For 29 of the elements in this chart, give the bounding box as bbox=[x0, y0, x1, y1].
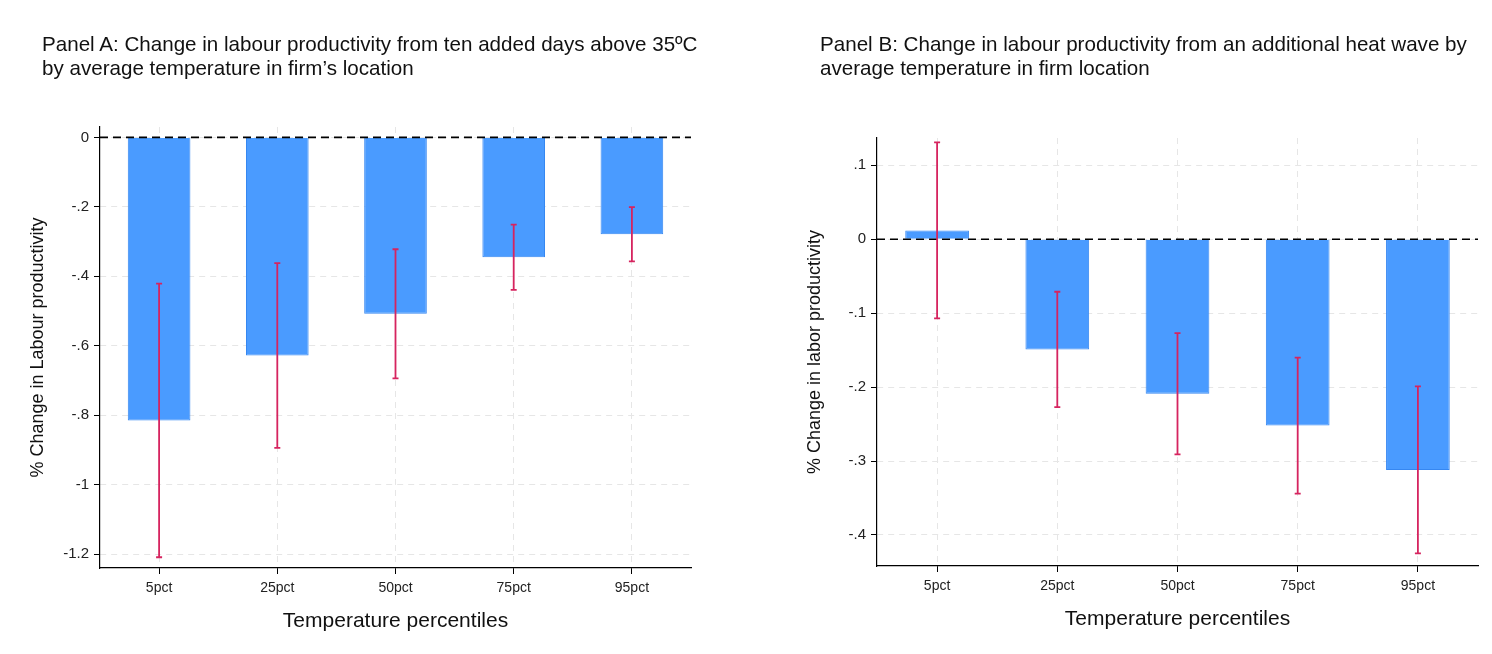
y-tick-label: .1 bbox=[853, 155, 866, 173]
y-tick-label: -.1 bbox=[848, 303, 866, 321]
x-axis-title: Temperature percentiles bbox=[1064, 606, 1291, 630]
y-axis-title: % Change in Labour productivity bbox=[26, 217, 47, 478]
y-tick-label: -.3 bbox=[848, 451, 866, 469]
y-tick-label: -.6 bbox=[71, 335, 89, 353]
x-tick-label: 75pct bbox=[1280, 577, 1315, 594]
x-tick-label: 25pct bbox=[1040, 577, 1075, 594]
x-tick-label: 50pct bbox=[1160, 577, 1195, 594]
chart-title: Panel A: Change in labour productivity from ten added days above 35ºC by average temperature in firm’s location bbox=[42, 32, 699, 80]
y-tick-label: -.8 bbox=[71, 405, 89, 423]
y-tick-label: -.2 bbox=[71, 197, 89, 215]
y-tick-label: -1 bbox=[75, 474, 89, 492]
x-tick-label: 50pct bbox=[378, 579, 413, 596]
x-axis-title: Temperature percentiles bbox=[282, 608, 509, 632]
y-axis-title: % Change in labor productivity bbox=[803, 229, 824, 475]
x-tick-label: 5pct bbox=[145, 579, 173, 596]
y-tick-label: -.4 bbox=[848, 525, 866, 543]
x-tick-label: 25pct bbox=[260, 579, 295, 596]
x-tick-label: 75pct bbox=[496, 579, 531, 596]
y-tick-label: -1.2 bbox=[63, 544, 89, 562]
y-tick-label: 0 bbox=[80, 127, 89, 145]
x-tick-label: 95pct bbox=[1400, 577, 1436, 594]
y-tick-label: -.2 bbox=[848, 377, 866, 395]
x-tick-label: 95pct bbox=[614, 579, 650, 596]
chart-title: Panel B: Change in labour productivity from an additional heat wave by average temperature in firm location bbox=[820, 32, 1468, 80]
x-tick-label: 5pct bbox=[923, 577, 951, 594]
y-tick-label: 0 bbox=[857, 229, 866, 247]
y-tick-label: -.4 bbox=[71, 266, 89, 284]
